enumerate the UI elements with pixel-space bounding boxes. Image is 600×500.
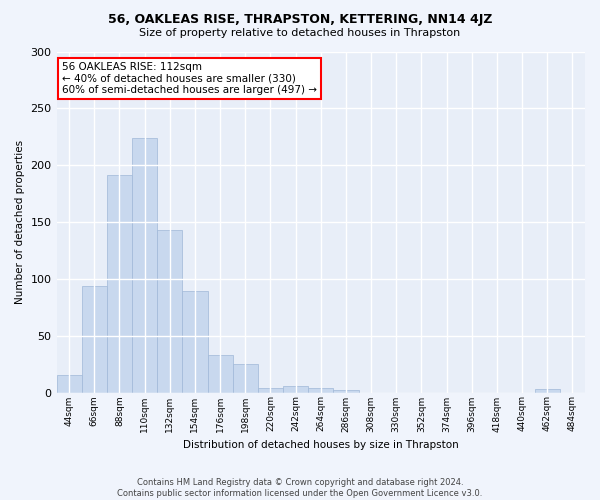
Text: 56, OAKLEAS RISE, THRAPSTON, KETTERING, NN14 4JZ: 56, OAKLEAS RISE, THRAPSTON, KETTERING, … <box>108 12 492 26</box>
Bar <box>208 355 233 393</box>
Bar <box>157 230 182 392</box>
Bar <box>233 364 258 392</box>
Bar <box>82 286 107 393</box>
Text: 56 OAKLEAS RISE: 112sqm
← 40% of detached houses are smaller (330)
60% of semi-d: 56 OAKLEAS RISE: 112sqm ← 40% of detache… <box>62 62 317 95</box>
Y-axis label: Number of detached properties: Number of detached properties <box>15 140 25 304</box>
Bar <box>535 389 560 392</box>
Bar <box>283 386 308 392</box>
Text: Contains HM Land Registry data © Crown copyright and database right 2024.
Contai: Contains HM Land Registry data © Crown c… <box>118 478 482 498</box>
Text: Size of property relative to detached houses in Thrapston: Size of property relative to detached ho… <box>139 28 461 38</box>
Bar <box>107 176 132 392</box>
Bar <box>132 138 157 392</box>
X-axis label: Distribution of detached houses by size in Thrapston: Distribution of detached houses by size … <box>183 440 458 450</box>
Bar <box>56 376 82 392</box>
Bar <box>308 388 334 392</box>
Bar <box>258 388 283 392</box>
Bar <box>182 292 208 392</box>
Bar <box>334 390 359 392</box>
